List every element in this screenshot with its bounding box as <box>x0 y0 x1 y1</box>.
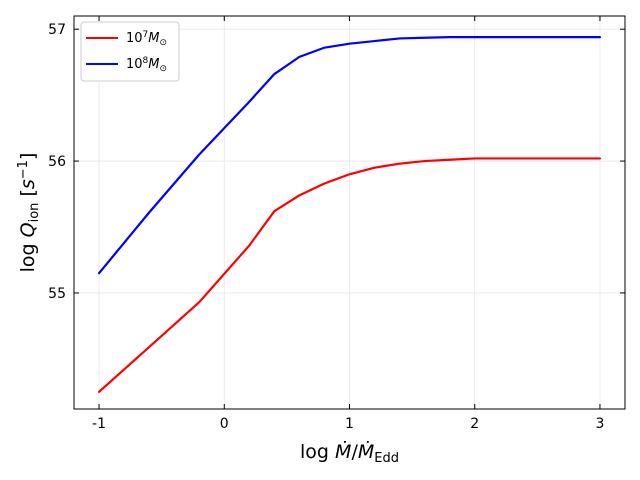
x-axis-label: log Ṁ/ṀEdd <box>300 440 399 466</box>
series-line-2 <box>97 35 602 275</box>
x-tick-label: 3 <box>595 416 604 432</box>
series-layer <box>97 35 602 393</box>
y-axis-label: log Qion [s−1] <box>16 153 42 273</box>
x-tick-label: -1 <box>92 416 106 432</box>
x-tick-label: 0 <box>220 416 229 432</box>
x-tick-label: 1 <box>345 416 354 432</box>
legend: 107M⊙ 108M⊙ <box>80 21 180 82</box>
ticks: -1 0 1 2 3 55 56 57 <box>48 16 625 432</box>
y-tick-label: 56 <box>48 154 66 170</box>
y-tick-label: 57 <box>48 22 66 38</box>
x-tick-label: 2 <box>470 416 479 432</box>
y-tick-label: 55 <box>48 286 66 302</box>
legend-label-10-8: 108M⊙ <box>126 56 167 74</box>
series-line-1 <box>97 157 602 393</box>
grid <box>74 16 625 409</box>
legend-label-10-7: 107M⊙ <box>126 30 167 48</box>
legend-box <box>80 21 180 82</box>
